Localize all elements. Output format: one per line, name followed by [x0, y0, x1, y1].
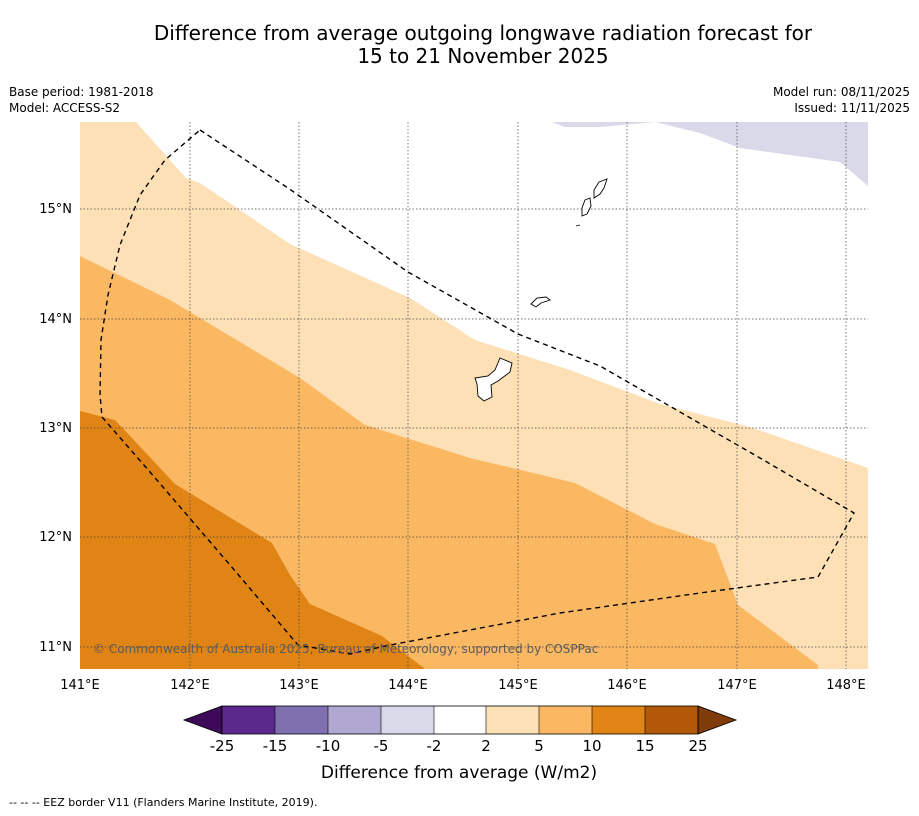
colorbar-label: 25	[688, 737, 707, 755]
colorbar-bin	[222, 706, 275, 734]
colorbar-bin	[434, 706, 486, 734]
island-tinian	[581, 197, 592, 217]
lat-label: 14°N	[39, 312, 72, 327]
lat-label: 15°N	[39, 202, 72, 217]
lon-label: 141°E	[60, 678, 100, 693]
meta-left: Base period: 1981-2018 Model: ACCESS-S2	[9, 84, 154, 116]
colorbar-label: 10	[582, 737, 601, 755]
colorbar-bin	[539, 706, 592, 734]
map-gridlines	[80, 122, 868, 669]
island-aguijan	[575, 224, 581, 227]
lon-label: 143°E	[279, 678, 319, 693]
colorbar-label: -15	[263, 737, 288, 755]
title-line-1: Difference from average outgoing longwav…	[153, 21, 813, 45]
eez-border	[99, 129, 855, 655]
colorbar-label: 15	[635, 737, 654, 755]
colorbar-outline	[221, 705, 699, 735]
chart-title: Difference from average outgoing longwav…	[0, 22, 919, 68]
eez-legend-note: -- -- -- EEZ border V11 (Flanders Marine…	[9, 796, 318, 809]
lat-label: 13°N	[39, 421, 72, 436]
model-run: Model run: 08/11/2025	[772, 85, 910, 99]
title-line-2: 15 to 21 November 2025	[357, 44, 609, 68]
meta-right: Model run: 08/11/2025 Issued: 11/11/2025	[773, 84, 910, 116]
model-name: Model: ACCESS-S2	[9, 101, 121, 115]
colorbar-title: Difference from average (W/m2)	[321, 763, 597, 783]
island-saipan	[593, 178, 608, 199]
colorbar-bin	[328, 706, 381, 734]
lon-tick-labels: 141°E 142°E 143°E 144°E 145°E 146°E 147°…	[60, 678, 866, 693]
colorbar-label: -10	[316, 737, 341, 755]
colorbar-label: 5	[534, 737, 544, 755]
colorbar-bin	[486, 706, 539, 734]
lon-label: 144°E	[388, 678, 428, 693]
colorbar-label: -25	[210, 737, 235, 755]
colorbar-bin	[592, 706, 645, 734]
colorbar-under-triangle	[182, 705, 223, 735]
anomaly-band-neg-2-5	[552, 122, 868, 186]
colorbar-label: 2	[481, 737, 491, 755]
map-panel: © Commonwealth of Australia 2025, Bureau…	[80, 122, 868, 669]
lon-label: 145°E	[498, 678, 538, 693]
lon-label: 146°E	[607, 678, 647, 693]
colorbar-bin	[645, 706, 698, 734]
colorbar-label: -5	[374, 737, 389, 755]
copyright-credit: © Commonwealth of Australia 2025, Bureau…	[93, 642, 598, 656]
colorbar-over-triangle	[697, 705, 738, 735]
base-period: Base period: 1981-2018	[9, 85, 154, 99]
lon-label: 142°E	[170, 678, 210, 693]
colorbar-bin	[381, 706, 434, 734]
lat-label: 11°N	[39, 640, 72, 655]
island-rota	[530, 296, 551, 308]
colorbar: -25 -15 -10 -5 -2 2 5 10 15 25 Differenc…	[182, 705, 738, 783]
issued-date: Issued: 11/11/2025	[794, 101, 910, 115]
lat-tick-labels: 15°N 14°N 13°N 12°N 11°N	[39, 202, 72, 655]
island-guam	[474, 357, 513, 402]
lon-label: 147°E	[717, 678, 757, 693]
colorbar-separators	[274, 706, 646, 734]
lon-label: 148°E	[826, 678, 866, 693]
anomaly-band-10-15	[80, 411, 425, 669]
lat-label: 12°N	[39, 530, 72, 545]
colorbar-label: -2	[427, 737, 442, 755]
colorbar-bin	[275, 706, 328, 734]
